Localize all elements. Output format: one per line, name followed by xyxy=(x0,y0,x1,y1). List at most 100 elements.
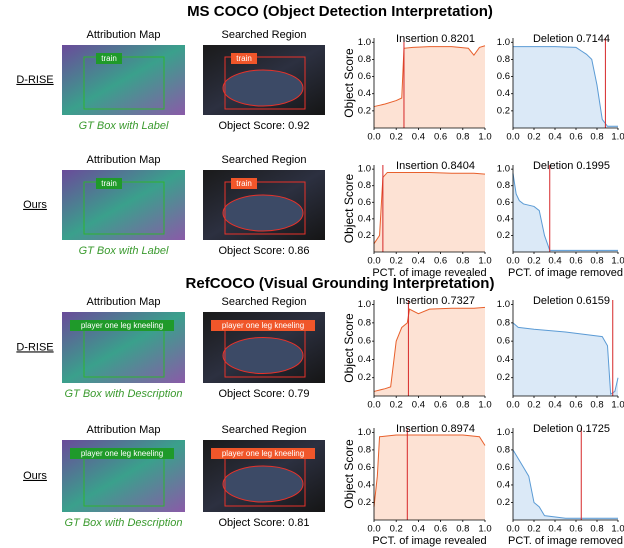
y-axis-label: Object Score xyxy=(342,439,356,509)
x-tick-label: 1.0 xyxy=(478,132,491,143)
object-score: Object Score: 0.81 xyxy=(218,517,309,529)
x-tick-label: 0.2 xyxy=(390,256,403,267)
caption: GT Box with Label xyxy=(79,120,169,132)
area xyxy=(374,172,485,252)
area xyxy=(374,307,485,396)
x-tick-label: 1.0 xyxy=(611,524,624,535)
y-tick-label: 0.8 xyxy=(497,317,510,328)
panel-title: Attribution Map xyxy=(87,154,161,166)
caption: GT Box with Description xyxy=(65,517,183,529)
chart-title: Deletion 0.7144 xyxy=(533,33,610,45)
region-highlight xyxy=(223,338,303,374)
panel-title: Attribution Map xyxy=(87,296,161,308)
caption: GT Box with Description xyxy=(65,388,183,400)
y-tick-label: 0.4 xyxy=(497,479,510,490)
method-label: Ours xyxy=(23,199,47,211)
y-tick-label: 0.2 xyxy=(497,230,510,241)
y-tick-label: 0.6 xyxy=(358,336,371,347)
y-tick-label: 0.2 xyxy=(358,230,371,241)
box-label: player one leg kneeling xyxy=(222,321,304,330)
region-highlight xyxy=(223,70,303,106)
x-tick-label: 0.6 xyxy=(434,132,447,143)
y-tick-label: 1.0 xyxy=(358,37,371,48)
x-tick-label: 0.2 xyxy=(527,132,540,143)
y-tick-label: 0.6 xyxy=(497,462,510,473)
chart-title: Insertion 0.7327 xyxy=(396,295,475,307)
y-tick-label: 1.0 xyxy=(358,427,371,438)
x-tick-label: 0.6 xyxy=(434,256,447,267)
x-tick-label: 0.6 xyxy=(434,400,447,411)
x-tick-label: 0.2 xyxy=(390,524,403,535)
attribution-image xyxy=(62,45,185,115)
x-axis-label: PCT. of image removed xyxy=(508,535,623,547)
chart-title: Insertion 0.8974 xyxy=(396,423,475,435)
y-tick-label: 0.8 xyxy=(497,54,510,65)
x-tick-label: 0.4 xyxy=(548,400,561,411)
x-tick-label: 1.0 xyxy=(478,400,491,411)
y-tick-label: 0.2 xyxy=(358,372,371,383)
box-label: train xyxy=(101,179,117,188)
y-tick-label: 0.6 xyxy=(358,71,371,82)
y-tick-label: 1.0 xyxy=(358,299,371,310)
x-tick-label: 0.8 xyxy=(590,400,603,411)
panel-title: Searched Region xyxy=(221,424,306,436)
y-tick-label: 0.4 xyxy=(497,88,510,99)
x-tick-label: 0.8 xyxy=(590,132,603,143)
x-tick-label: 0.2 xyxy=(390,132,403,143)
y-tick-label: 1.0 xyxy=(497,299,510,310)
panel-title: Searched Region xyxy=(221,29,306,41)
area xyxy=(374,435,485,520)
box-label: player one leg kneeling xyxy=(222,449,304,458)
x-tick-label: 0.8 xyxy=(456,256,469,267)
y-tick-label: 0.2 xyxy=(358,105,371,116)
x-tick-label: 1.0 xyxy=(478,524,491,535)
object-score: Object Score: 0.86 xyxy=(218,245,309,257)
x-tick-label: 0.0 xyxy=(506,256,519,267)
area xyxy=(513,47,618,128)
y-tick-label: 0.6 xyxy=(497,336,510,347)
x-tick-label: 0.6 xyxy=(434,524,447,535)
x-tick-label: 1.0 xyxy=(478,256,491,267)
x-tick-label: 0.0 xyxy=(506,132,519,143)
region-highlight xyxy=(223,195,303,231)
y-axis-label: Object Score xyxy=(342,313,356,383)
x-tick-label: 0.4 xyxy=(412,400,425,411)
x-tick-label: 0.0 xyxy=(367,256,380,267)
panel-title: Searched Region xyxy=(221,296,306,308)
x-axis-label: PCT. of image revealed xyxy=(372,535,486,547)
x-tick-label: 0.2 xyxy=(527,256,540,267)
chart-title: Deletion 0.1725 xyxy=(533,423,610,435)
y-tick-label: 0.6 xyxy=(497,71,510,82)
x-tick-label: 0.0 xyxy=(367,400,380,411)
box-label: train xyxy=(236,179,252,188)
x-tick-label: 0.0 xyxy=(506,400,519,411)
x-tick-label: 0.4 xyxy=(548,132,561,143)
y-axis-label: Object Score xyxy=(342,48,356,118)
x-tick-label: 0.6 xyxy=(569,524,582,535)
y-tick-label: 1.0 xyxy=(358,164,371,175)
x-tick-label: 0.8 xyxy=(456,524,469,535)
object-score: Object Score: 0.92 xyxy=(218,120,309,132)
attribution-image xyxy=(62,170,185,240)
x-tick-label: 0.2 xyxy=(527,524,540,535)
x-tick-label: 0.2 xyxy=(390,400,403,411)
y-tick-label: 0.8 xyxy=(358,54,371,65)
x-tick-label: 0.0 xyxy=(367,132,380,143)
y-axis-label: Object Score xyxy=(342,173,356,243)
box-label: player one leg kneeling xyxy=(81,449,163,458)
y-tick-label: 0.4 xyxy=(497,354,510,365)
area xyxy=(513,173,618,252)
box-label: player one leg kneeling xyxy=(81,321,163,330)
y-tick-label: 1.0 xyxy=(497,164,510,175)
x-tick-label: 0.6 xyxy=(569,256,582,267)
y-tick-label: 0.2 xyxy=(358,497,371,508)
y-tick-label: 0.6 xyxy=(358,197,371,208)
x-tick-label: 0.0 xyxy=(367,524,380,535)
x-tick-label: 0.8 xyxy=(590,256,603,267)
y-tick-label: 0.2 xyxy=(497,105,510,116)
chart-title: Deletion 0.1995 xyxy=(533,160,610,172)
x-tick-label: 0.2 xyxy=(527,400,540,411)
x-tick-label: 1.0 xyxy=(611,132,624,143)
y-tick-label: 0.8 xyxy=(497,444,510,455)
chart-title: Deletion 0.6159 xyxy=(533,295,610,307)
